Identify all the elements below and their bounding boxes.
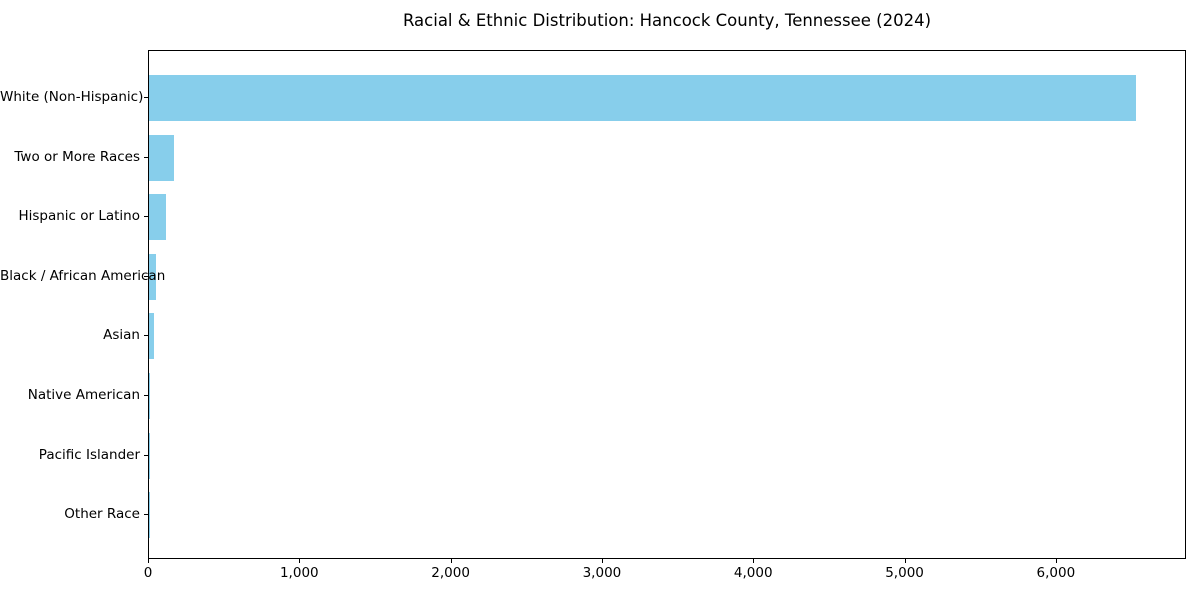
y-tick-label: White (Non-Hispanic) xyxy=(0,89,144,105)
y-tick-mark xyxy=(144,395,148,396)
chart-title: Racial & Ethnic Distribution: Hancock Co… xyxy=(402,11,932,30)
x-tick-mark xyxy=(1055,559,1057,563)
y-tick-mark xyxy=(144,275,148,277)
y-tick-label: Black / African American xyxy=(0,267,166,284)
x-tick-mark xyxy=(450,559,452,563)
y-tick-mark xyxy=(144,156,148,158)
bar xyxy=(149,194,166,241)
y-tick-label: Two or More Races xyxy=(14,148,140,165)
x-tick-mark xyxy=(904,559,906,563)
y-tick-mark xyxy=(144,454,148,456)
bar xyxy=(149,134,174,181)
x-tick-label: 3,000 xyxy=(582,565,622,581)
plot-area xyxy=(148,50,1186,559)
bar xyxy=(149,75,1136,121)
y-tick-mark xyxy=(144,335,148,337)
bar xyxy=(149,313,154,360)
y-tick-mark xyxy=(144,97,148,98)
x-tick-mark xyxy=(148,559,149,563)
bar xyxy=(149,253,156,300)
y-tick-label: Asian xyxy=(103,327,140,344)
y-tick-mark xyxy=(144,514,148,516)
y-tick-mark xyxy=(144,216,148,218)
x-tick-label: 5,000 xyxy=(885,565,924,581)
x-tick-mark xyxy=(601,559,603,563)
y-tick-label: Pacific Islander xyxy=(38,446,140,463)
y-tick-label: Other Race xyxy=(64,506,140,523)
bar xyxy=(149,373,150,419)
y-tick-label: Native American xyxy=(27,387,140,403)
x-tick-label: 6,000 xyxy=(1036,565,1076,581)
y-tick-label: Hispanic or Latino xyxy=(18,208,140,225)
x-tick-label: 1,000 xyxy=(279,565,319,581)
x-tick-mark xyxy=(299,559,301,563)
x-tick-mark xyxy=(753,559,755,563)
x-tick-label: 4,000 xyxy=(733,565,773,581)
x-tick-label: 0 xyxy=(143,565,153,581)
x-tick-label: 2,000 xyxy=(431,565,470,581)
